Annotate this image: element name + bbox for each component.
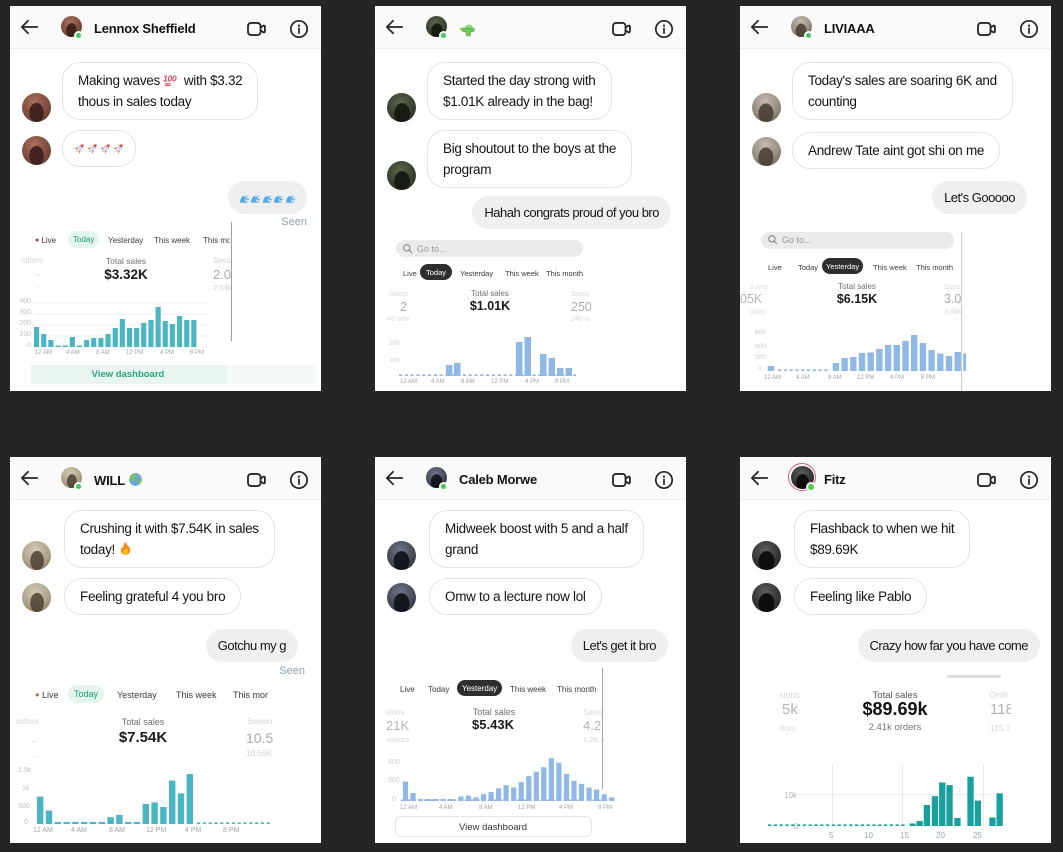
- svg-text:100: 100: [163, 74, 177, 84]
